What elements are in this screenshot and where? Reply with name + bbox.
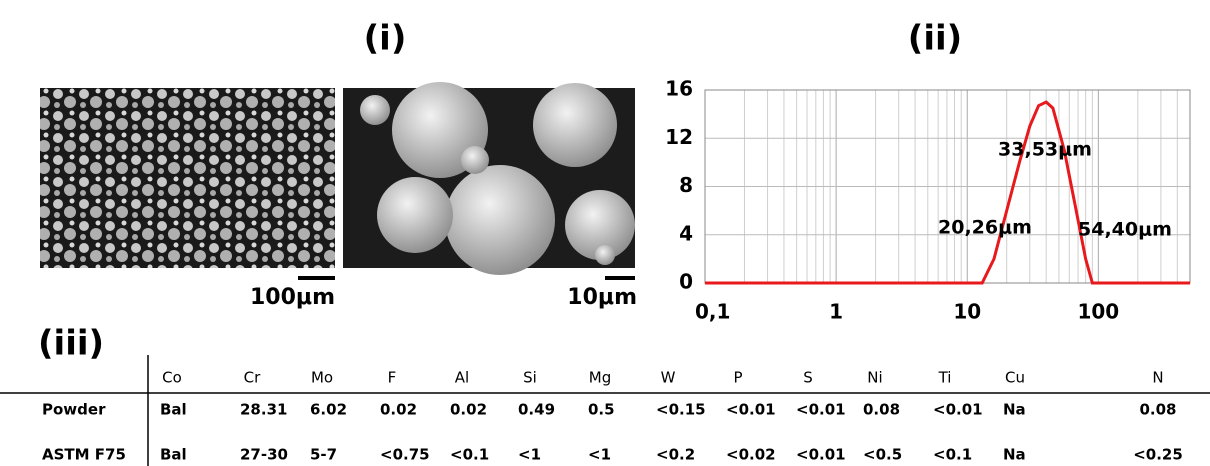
table-header: F <box>388 369 397 387</box>
table-header: W <box>661 369 676 387</box>
x-tick-label: 10 <box>953 300 981 324</box>
scale-label: 10μm <box>567 285 637 310</box>
table-header: Cr <box>244 369 261 387</box>
table-cell: <1 <box>518 446 541 464</box>
table-cell: 0.5 <box>588 401 615 419</box>
table-cell: 27-30 <box>240 446 288 464</box>
x-tick-label: 100 <box>1077 300 1119 324</box>
table-cell: 0.08 <box>1139 401 1176 419</box>
table-cell: <0.75 <box>380 446 430 464</box>
y-tick-label: 8 <box>679 173 693 197</box>
table-header: Si <box>523 369 537 387</box>
table-cell: 28.31 <box>240 401 287 419</box>
panel-label: (iii) <box>38 324 104 364</box>
x-tick-label: 0,1 <box>695 300 730 324</box>
table-header: S <box>803 369 813 387</box>
table-cell: Na <box>1003 446 1026 464</box>
table-cell: Bal <box>160 446 187 464</box>
panel-label: (i) <box>364 19 407 59</box>
table-cell: <0.1 <box>450 446 489 464</box>
table-cell: <0.01 <box>796 446 846 464</box>
sem-image <box>343 82 635 275</box>
table-cell: <0.01 <box>796 401 846 419</box>
table-cell: 5-7 <box>310 446 337 464</box>
table-header: Mo <box>311 369 333 387</box>
y-tick-label: 4 <box>679 221 693 245</box>
y-tick-label: 0 <box>679 270 693 294</box>
table-cell: 6.02 <box>310 401 347 419</box>
table-cell: <0.01 <box>933 401 983 419</box>
y-tick-label: 16 <box>665 77 693 101</box>
table-cell: Bal <box>160 401 187 419</box>
data-line <box>705 100 1190 285</box>
table-cell: <0.25 <box>1133 446 1183 464</box>
table-header: P <box>733 369 742 387</box>
row-label: Powder <box>42 401 106 419</box>
table-header: Ni <box>867 369 882 387</box>
table-cell: <0.2 <box>656 446 695 464</box>
row-label: ASTM F75 <box>42 446 126 464</box>
annotation: 54,40μm <box>1078 219 1172 241</box>
table-cell: <0.01 <box>726 401 776 419</box>
table-cell: Na <box>1003 401 1026 419</box>
table-cell: 0.02 <box>380 401 417 419</box>
panel-label: (ii) <box>908 19 962 59</box>
table-cell: 0.49 <box>518 401 555 419</box>
table-cell: <1 <box>588 446 611 464</box>
table-header: N <box>1152 369 1163 387</box>
y-tick-label: 12 <box>665 125 693 149</box>
annotation: 20,26μm <box>938 217 1032 239</box>
x-tick-label: 1 <box>829 300 843 324</box>
table-cell: 0.08 <box>863 401 900 419</box>
table-header: Co <box>162 369 182 387</box>
table-cell: <0.1 <box>933 446 972 464</box>
table-header: Ti <box>938 369 952 387</box>
table-header: Al <box>455 369 469 387</box>
table-cell: <0.02 <box>726 446 776 464</box>
table-cell: <0.15 <box>656 401 706 419</box>
annotation: 33,53μm <box>998 139 1092 161</box>
table-header: Cu <box>1005 369 1025 387</box>
table-cell: <0.5 <box>863 446 902 464</box>
sem-image <box>40 88 335 268</box>
scale-label: 100μm <box>250 285 335 310</box>
table-header: Mg <box>589 369 611 387</box>
table-cell: 0.02 <box>450 401 487 419</box>
